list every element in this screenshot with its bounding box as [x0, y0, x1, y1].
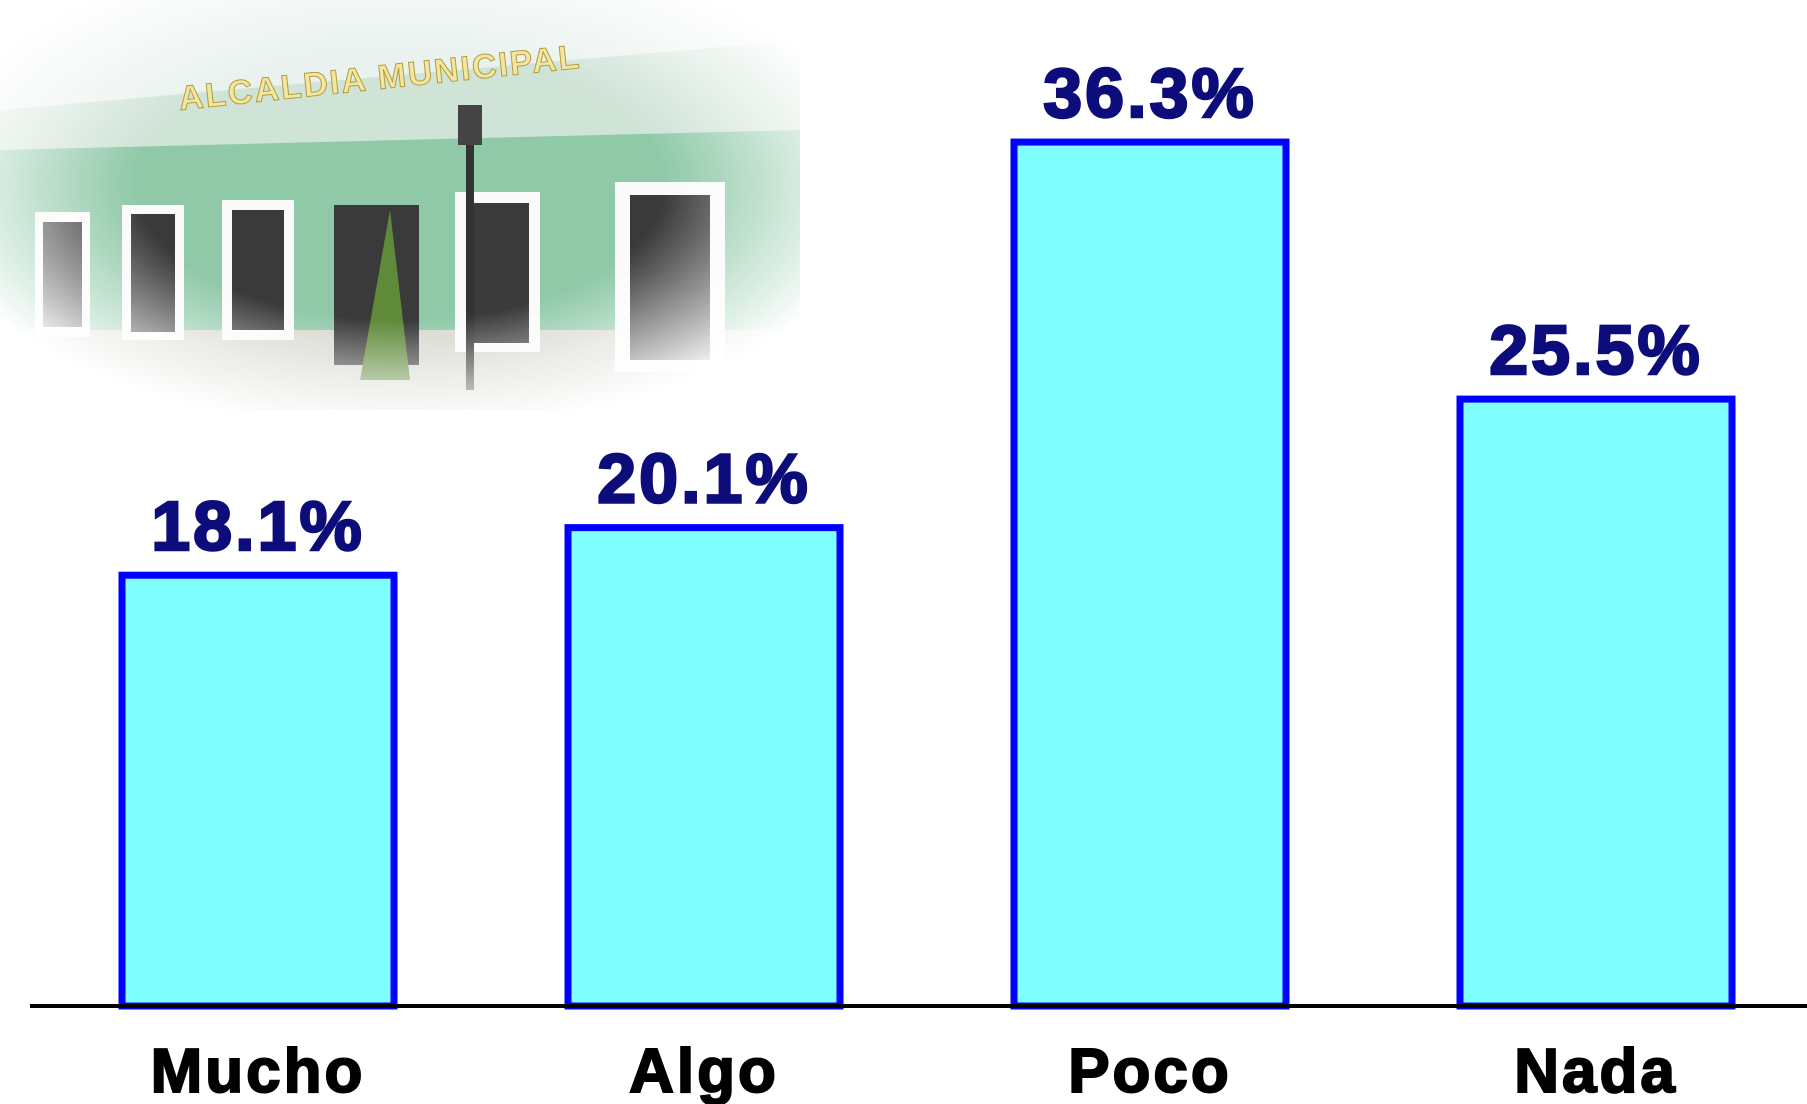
value-label: 36.3%	[1043, 54, 1256, 132]
bar	[118, 571, 398, 1010]
value-label: 18.1%	[151, 487, 364, 565]
value-label: 20.1%	[597, 440, 810, 518]
building-photo	[0, 0, 800, 410]
bar	[564, 524, 844, 1010]
x-tick-label: Algo	[629, 1037, 779, 1104]
bar	[1456, 395, 1736, 1010]
x-tick-label: Nada	[1514, 1037, 1678, 1104]
x-tick-label: Poco	[1068, 1037, 1232, 1104]
x-tick-label: Mucho	[151, 1037, 366, 1104]
value-label: 25.5%	[1489, 311, 1702, 389]
bar	[1010, 138, 1290, 1010]
